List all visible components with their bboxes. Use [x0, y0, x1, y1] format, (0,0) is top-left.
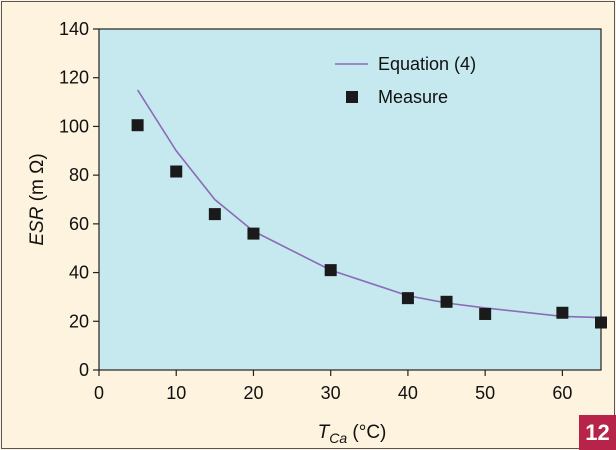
legend-entry-measure: Measure	[378, 87, 448, 107]
x-tick-label: 40	[398, 383, 418, 403]
x-tick-label: 20	[243, 383, 263, 403]
x-tick-label: 30	[321, 383, 341, 403]
measure-point	[324, 264, 337, 277]
y-tick-label: 80	[69, 165, 89, 185]
x-tick-label: 60	[552, 383, 572, 403]
legend-square-swatch	[346, 91, 358, 103]
legend-entry-equation-4: Equation (4)	[378, 54, 476, 74]
y-tick-label: 40	[69, 263, 89, 283]
y-tick-label: 100	[59, 116, 89, 136]
measure-point	[170, 165, 183, 178]
measure-point	[556, 306, 569, 319]
measure-point	[401, 292, 414, 305]
x-tick-label: 0	[94, 383, 104, 403]
plot-area	[98, 28, 602, 371]
series-line-equation-4	[136, 89, 602, 319]
figure-number-badge: 12	[579, 415, 616, 450]
measure-point	[208, 208, 221, 221]
measure-point	[479, 307, 492, 320]
y-tick-label: 0	[79, 360, 89, 380]
measure-point	[440, 295, 453, 308]
y-tick-label: 140	[59, 19, 89, 39]
x-axis-label: TCa (°C)	[318, 422, 387, 446]
x-tick-label: 10	[166, 383, 186, 403]
measure-point	[247, 227, 260, 240]
x-tick-label: 50	[475, 383, 495, 403]
y-tick-label: 120	[59, 68, 89, 88]
y-tick-label: 60	[69, 214, 89, 234]
measure-point	[131, 119, 144, 132]
y-axis-label: ESR (m Ω)	[27, 153, 48, 245]
y-tick-label: 20	[69, 311, 89, 331]
measure-point	[595, 316, 607, 329]
